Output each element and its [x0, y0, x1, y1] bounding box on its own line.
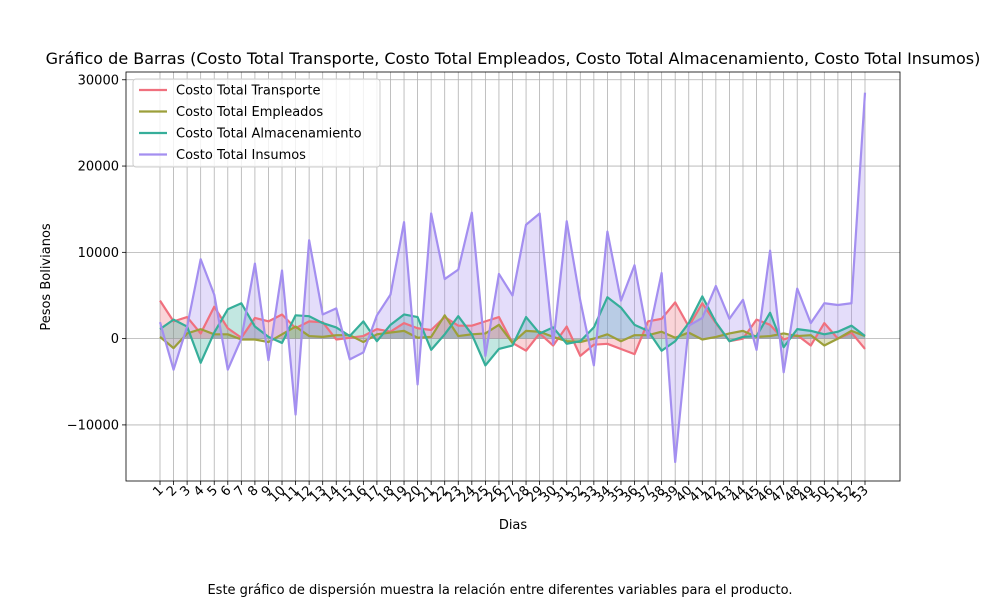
y-axis-label: Pesos Bolivianos: [39, 223, 54, 331]
legend-label: Costo Total Empleados: [176, 105, 323, 120]
x-tick-label: 53: [850, 483, 872, 505]
y-tick-label: 20000: [78, 160, 119, 175]
chart-title: Gráfico de Barras (Costo Total Transport…: [46, 49, 981, 68]
legend-label: Costo Total Insumos: [176, 148, 306, 163]
x-tick-label: 7: [232, 483, 248, 499]
chart-caption: Este gráfico de dispersión muestra la re…: [207, 583, 793, 598]
y-tick-label: −10000: [67, 418, 119, 433]
x-tick-label: 2: [164, 483, 180, 499]
series-line-4: [158, 92, 867, 464]
legend-label: Costo Total Transporte: [176, 84, 320, 99]
x-tick-label: 3: [177, 483, 193, 499]
series-lines: [158, 92, 867, 464]
x-axis-ticks: 1234567891011121314151617181920212223242…: [150, 481, 872, 506]
y-tick-label: 0: [111, 332, 119, 347]
x-tick-label: 4: [191, 483, 207, 499]
legend-label: Costo Total Almacenamiento: [176, 127, 362, 142]
plot-frame: [125, 71, 901, 482]
x-tick-label: 5: [205, 483, 221, 499]
x-tick-label: 8: [245, 483, 261, 499]
series-fill-1: [160, 300, 865, 356]
x-tick-label: 6: [218, 483, 234, 499]
x-axis-label: Dias: [499, 518, 528, 533]
legend-box: [132, 78, 381, 168]
series-line-2: [159, 314, 866, 350]
y-tick-label: 10000: [78, 246, 119, 261]
y-axis-ticks: −10000 0 10000 20000 30000: [67, 73, 126, 433]
series-line-3: [159, 295, 866, 367]
legend: Costo Total Transporte Costo Total Emplea…: [132, 78, 381, 168]
y-tick-label: 30000: [78, 73, 119, 88]
x-tick-label: 1: [150, 483, 166, 499]
